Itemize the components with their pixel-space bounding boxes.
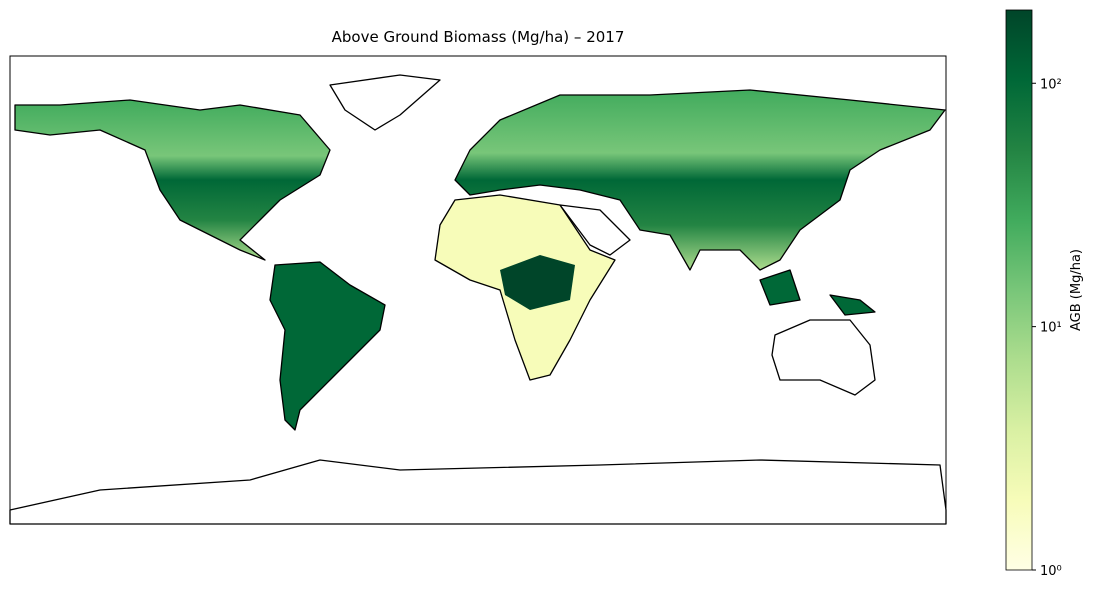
congo-forest — [500, 255, 575, 310]
colorbar-tick-label: 10⁰ — [1040, 564, 1062, 579]
map — [9, 55, 947, 525]
new-guinea — [829, 294, 876, 316]
colorbar — [1005, 9, 1033, 571]
colorbar-tick-label: 10¹ — [1040, 321, 1062, 336]
south-america — [269, 261, 386, 431]
north-america — [14, 99, 331, 261]
colorbar-label: AGB (Mg/ha) — [1069, 249, 1084, 331]
indonesia — [759, 269, 801, 306]
australia — [771, 319, 876, 396]
arabia — [559, 204, 631, 256]
eurasia — [454, 89, 946, 271]
chart-title: Above Ground Biomass (Mg/ha) – 2017 — [332, 28, 625, 46]
greenland — [329, 74, 441, 131]
colorbar-tick-label: 10² — [1040, 77, 1062, 92]
antarctica — [9, 459, 947, 525]
